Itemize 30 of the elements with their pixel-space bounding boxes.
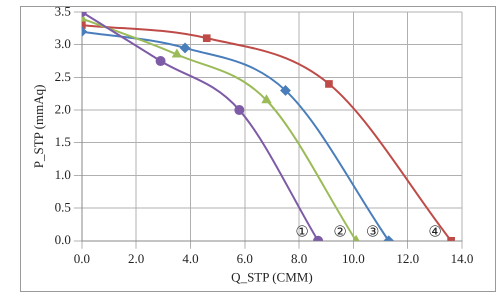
annotation: ② [333, 222, 347, 241]
y-tick-label: 0.5 [54, 200, 71, 215]
point [325, 80, 333, 88]
y-tick-label: 1.5 [54, 134, 71, 150]
x-tick-label: 2.0 [128, 251, 144, 266]
y-tick-label: 2.0 [54, 101, 71, 116]
point [156, 56, 166, 66]
x-tick-label: 0.0 [74, 251, 90, 266]
point [234, 105, 244, 116]
annotation: ③ [366, 222, 380, 241]
x-tick-label: 14.0 [450, 251, 474, 266]
annotation: ④ [428, 222, 442, 241]
x-tick-label: 8.0 [290, 251, 308, 266]
y-tick-label: 3.5 [54, 3, 71, 18]
point [180, 42, 190, 53]
point [172, 49, 182, 58]
point [262, 95, 271, 104]
x-tick-label: 4.0 [182, 251, 199, 266]
point [280, 85, 290, 96]
x-axis-title: Q_STP (CMM) [231, 270, 313, 285]
y-tick-label: 0.0 [54, 232, 71, 248]
y-tick-label: 2.5 [54, 68, 71, 84]
x-tick-label: 12.0 [396, 251, 420, 266]
y-tick-label: 1.0 [54, 166, 71, 182]
annotation: ① [295, 222, 309, 241]
y-axis-title: P_STP (mmAq) [31, 84, 46, 168]
point [202, 34, 211, 42]
x-tick-label: 6.0 [236, 251, 253, 266]
y-tick-label: 3.0 [54, 36, 71, 52]
x-tick-label: 10.0 [342, 251, 365, 266]
